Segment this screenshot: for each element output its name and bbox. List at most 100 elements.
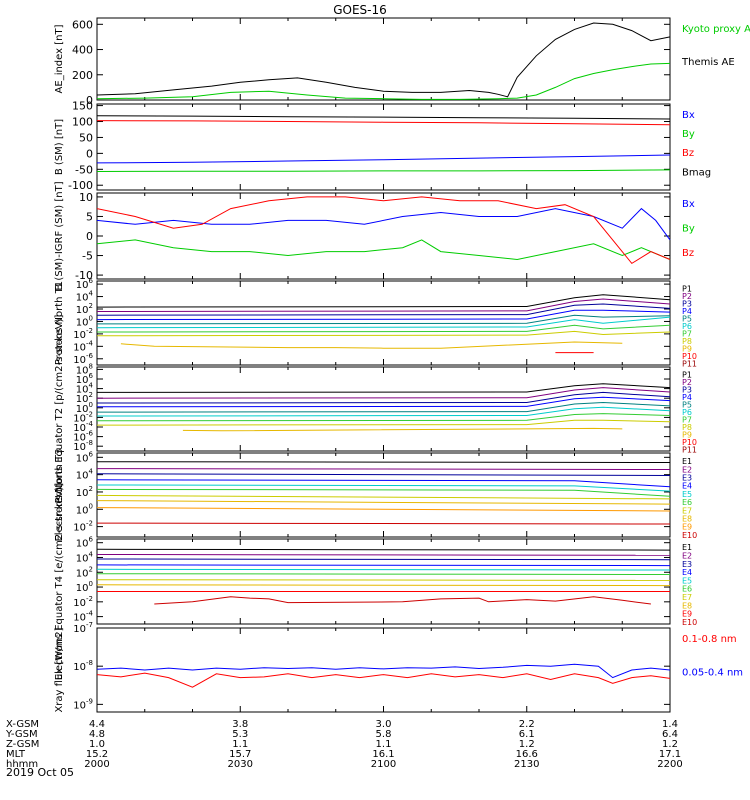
legend-e1: E1 (682, 543, 692, 552)
y-tick-label: 106 (76, 450, 94, 464)
ephemeris-value: 2100 (371, 759, 396, 770)
y-tick-label: 100 (76, 314, 93, 328)
y-axis-label: Electrons North T3 (54, 448, 65, 541)
y-tick-label: 10-4 (73, 339, 93, 353)
series-line-bz (96, 196, 671, 265)
y-tick-label: 108 (76, 362, 93, 376)
series-line-e5 (96, 484, 671, 492)
series-line-kyoto-proxy-ae (96, 62, 671, 100)
ephemeris-value: 15.2 (86, 749, 108, 760)
y-tick-label: -10 (75, 269, 93, 282)
y-tick-label: 106 (76, 372, 94, 386)
panel-frame (96, 452, 671, 538)
legend-e3: E3 (682, 560, 692, 569)
legend-p1: P1 (682, 371, 692, 380)
series-line-p1 (96, 383, 671, 393)
ephemeris-value: 17.1 (659, 749, 681, 760)
series-line-e6 (96, 488, 671, 497)
series-line-e8 (96, 500, 671, 505)
series-line-e7 (96, 494, 671, 500)
legend-p6: P6 (682, 408, 692, 417)
y-tick-label: 0 (86, 94, 93, 107)
legend-e9: E9 (682, 523, 692, 532)
series-line-e3 (96, 558, 671, 561)
legend-by: By (682, 129, 695, 140)
y-tick-label: 10-9 (73, 697, 93, 711)
legend-p8: P8 (682, 423, 692, 432)
plot-title: GOES-16 (333, 3, 387, 17)
series-line-p3 (96, 303, 671, 316)
series-line-p1 (96, 294, 671, 308)
panel-8: 10-7 10-8 10-9 Xray flux [W/m2] 0.1-0.8 nm 0.… (54, 621, 743, 713)
series-line-p5 (96, 401, 671, 413)
series-line-p4 (96, 309, 671, 321)
legend-p10: P10 (682, 438, 697, 447)
series-line-e6 (96, 573, 671, 575)
y-tick-label: 102 (76, 565, 93, 579)
ephemeris-value: 2130 (514, 759, 539, 770)
y-tick-label: 0 (86, 230, 93, 243)
y-tick-label: 10-2 (73, 327, 93, 341)
series-line-by (96, 239, 671, 261)
legend-themis-ae: Themis AE (681, 57, 735, 68)
ephemeris-row-label: Z-GSM (6, 739, 39, 750)
legend-e5: E5 (682, 490, 692, 499)
legend-e8: E8 (682, 601, 692, 610)
legend-p1: P1 (682, 285, 692, 294)
legend-0-1-0-8-nm: 0.1-0.8 nm (682, 634, 737, 645)
ephemeris-value: 2000 (84, 759, 109, 770)
panels: 600 400 200 0 AE_index [nT] Kyoto proxy AE The… (54, 17, 750, 713)
legend-p5: P5 (682, 315, 692, 324)
legend-p3: P3 (682, 386, 692, 395)
ephemeris-value: 5.8 (376, 729, 392, 740)
ephemeris-value: 3.0 (376, 719, 392, 730)
series-line-e5 (96, 568, 671, 571)
ephemeris-value: 3.8 (232, 719, 248, 730)
legend-bz: Bz (682, 248, 694, 259)
ephemeris-value: 4.8 (89, 729, 105, 740)
legend-e5: E5 (682, 576, 692, 585)
y-tick-label: 400 (72, 44, 93, 57)
legend-bx: Bx (682, 199, 695, 210)
series-line-p3 (96, 391, 671, 404)
series-line-p7 (96, 324, 671, 333)
y-tick-label: 104 (76, 290, 94, 304)
ephemeris-value: 2030 (228, 759, 253, 770)
y-axis-label: AE_index [nT] (54, 24, 65, 93)
series-line-p2 (96, 387, 671, 399)
legend-p4: P4 (682, 307, 692, 316)
series-line-e9 (96, 507, 671, 512)
panel-frame (96, 627, 671, 713)
y-tick-label: 10-4 (73, 420, 93, 434)
y-tick-label: 102 (76, 485, 93, 499)
y-tick-label: 104 (76, 550, 94, 564)
y-tick-label: 100 (76, 401, 93, 415)
y-tick-label: 10-2 (73, 520, 93, 534)
legend-e4: E4 (682, 482, 692, 491)
series-line-e1 (96, 548, 671, 551)
legend-bx: Bx (682, 110, 695, 121)
legend-p6: P6 (682, 322, 692, 331)
panel-1: 600 400 200 0 AE_index [nT] Kyoto proxy AE The… (54, 17, 750, 107)
legend-p7: P7 (682, 415, 692, 424)
y-tick-label: 5 (86, 210, 93, 223)
legend-e2: E2 (682, 465, 692, 474)
y-tick-label: 104 (76, 468, 94, 482)
y-tick-label: 102 (76, 391, 93, 405)
series-line-p9 (120, 341, 623, 349)
series-line-p8 (96, 330, 671, 337)
legend-e10: E10 (682, 531, 697, 540)
y-tick-label: 600 (72, 18, 93, 31)
series-line-p6 (96, 406, 671, 417)
ephemeris-value: 1.1 (376, 739, 392, 750)
ephemeris-row-label: MLT (6, 749, 26, 760)
date-label: 2019 Oct 05 (6, 766, 74, 779)
y-axis-label: Protons North T1 (54, 281, 65, 365)
panel-frame (96, 17, 671, 101)
y-tick-label: 200 (72, 69, 93, 82)
legend-bmag: Bmag (682, 167, 711, 178)
series-line-e10 (96, 522, 671, 525)
